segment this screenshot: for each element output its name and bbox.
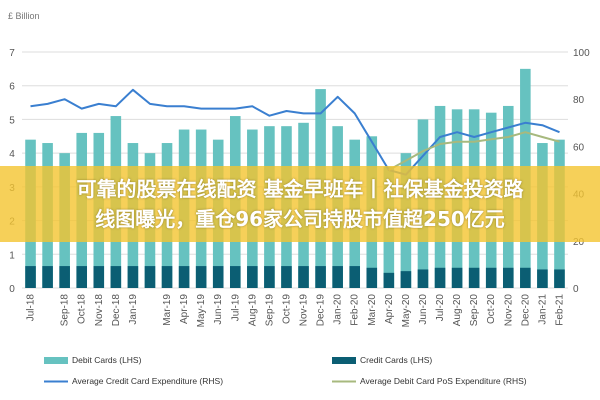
credit-bar	[451, 267, 463, 288]
x-tick-label: Apr-20	[384, 294, 395, 324]
left-tick-label: 0	[9, 284, 15, 295]
credit-bar	[93, 266, 105, 288]
credit-bar	[315, 266, 326, 288]
credit-bar	[281, 266, 292, 288]
credit-bar	[468, 267, 480, 288]
x-tick-label: Mar-19	[162, 294, 173, 326]
credit-bar	[161, 266, 173, 288]
credit-expenditure-line	[30, 88, 560, 176]
right-tick-label: 80	[573, 95, 585, 106]
legend-swatch	[332, 357, 356, 364]
credit-bar	[349, 266, 361, 288]
x-axis: Jul-18 Sep-18 Oct-18 Nov-18 Dec-18 Jan-19 Mar-…	[26, 294, 566, 328]
x-tick-label: Jan-20	[333, 294, 344, 325]
left-tick-label: 6	[9, 82, 15, 93]
credit-bar	[144, 266, 156, 288]
right-tick-label: 20	[573, 237, 585, 248]
x-tick-label: Aug-20	[452, 294, 463, 327]
credit-bar	[332, 266, 343, 288]
credit-bar	[434, 267, 446, 288]
credit-bar	[25, 266, 36, 288]
credit-bar	[247, 266, 258, 288]
credit-bar	[110, 266, 122, 288]
left-tick-label: 7	[9, 48, 15, 59]
headline-banner: 可靠的股票在线配资 基金早班车丨社保基金投资路 线图曝光，重仓96家公司持股市值…	[0, 166, 600, 242]
credit-bar	[178, 266, 190, 288]
legend-swatch	[44, 357, 68, 364]
credit-bar	[520, 267, 531, 288]
legend-label: Credit Cards (LHS)	[360, 355, 432, 365]
x-tick-label: Dec-18	[111, 294, 122, 327]
legend-label: Average Credit Card Expenditure (RHS)	[72, 376, 223, 386]
left-tick-label: 4	[9, 149, 15, 160]
x-tick-label: Sep-18	[60, 294, 71, 327]
credit-bar	[554, 269, 565, 288]
credit-bar	[229, 266, 241, 288]
right-tick-label: 100	[573, 48, 590, 59]
x-tick-label: Feb-20	[350, 294, 361, 326]
x-tick-label: Dec-20	[520, 294, 531, 327]
x-tick-label: Jun-20	[418, 294, 429, 325]
left-axis-unit: £ Billion	[8, 11, 40, 21]
credit-bar	[502, 267, 514, 288]
credit-bar	[485, 267, 497, 288]
headline-line-2: 线图曝光，重仓96家公司持股市值超250亿元	[95, 207, 505, 231]
legend-label: Debit Cards (LHS)	[72, 355, 142, 365]
x-tick-label: Mar-20	[367, 294, 378, 326]
lines	[30, 88, 560, 176]
x-tick-label: Jul-19	[230, 294, 241, 322]
x-tick-label: Jan-19	[128, 294, 139, 325]
debit-pos-expenditure-line	[388, 131, 560, 171]
legend-label: Average Debit Card PoS Expenditure (RHS)	[360, 376, 527, 386]
x-tick-label: Oct-18	[77, 294, 88, 324]
x-tick-label: Jul-20	[435, 294, 446, 322]
x-tick-label: Sep-19	[264, 294, 275, 327]
credit-bar	[76, 266, 88, 288]
x-tick-label: Apr-19	[179, 294, 190, 324]
x-tick-label: Dec-19	[316, 294, 327, 327]
credit-bar	[366, 267, 378, 288]
x-tick-label: Sep-20	[469, 294, 480, 327]
credit-bar	[537, 269, 548, 288]
x-tick-label: Jun-19	[213, 294, 224, 325]
legend: Debit Cards (LHS) Credit Cards (LHS) Avera…	[44, 355, 527, 386]
right-tick-label: 60	[573, 142, 585, 153]
credit-bar	[127, 266, 139, 288]
x-tick-label: Oct-19	[281, 294, 292, 324]
credit-bar	[383, 272, 395, 288]
x-tick-label: Nov-19	[299, 294, 310, 327]
x-tick-label: Feb-21	[554, 294, 565, 326]
credit-bar	[417, 269, 429, 288]
x-tick-label: Jul-18	[26, 294, 37, 322]
x-tick-label: Nov-20	[503, 294, 514, 327]
x-tick-label: Nov-18	[94, 294, 105, 327]
x-tick-label: Jan-21	[537, 294, 548, 325]
x-tick-label: May-20	[401, 294, 412, 328]
credit-bar	[400, 271, 412, 288]
credit-bar	[298, 266, 309, 288]
credit-bar	[59, 266, 70, 288]
credit-bar	[42, 266, 53, 288]
left-tick-label: 5	[9, 115, 15, 126]
credit-bar	[212, 266, 224, 288]
x-tick-label: Oct-20	[486, 294, 497, 324]
left-tick-label: 1	[9, 250, 15, 261]
headline-line-1: 可靠的股票在线配资 基金早班车丨社保基金投资路	[76, 177, 524, 201]
x-tick-label: May-19	[196, 294, 207, 328]
x-tick-label: Aug-19	[247, 294, 258, 327]
credit-bar	[195, 266, 207, 288]
right-tick-label: 0	[573, 284, 579, 295]
credit-bar	[264, 266, 275, 288]
